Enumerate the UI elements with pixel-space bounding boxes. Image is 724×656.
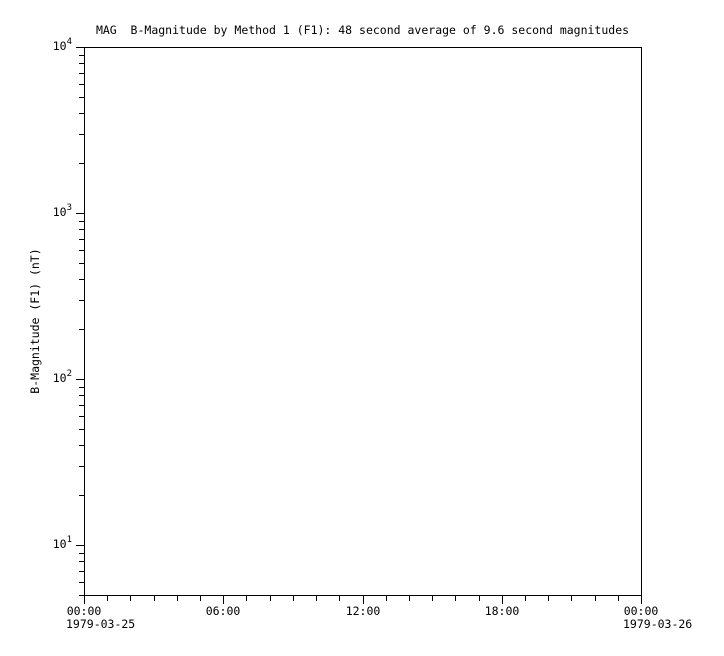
x-tick-date-label: 1979-03-25 bbox=[66, 617, 136, 631]
y-tick-label-base: 10 bbox=[52, 205, 67, 219]
x-minor-tick bbox=[177, 596, 178, 601]
y-tick-label: 101 bbox=[32, 536, 72, 553]
y-minor-tick bbox=[79, 239, 84, 240]
y-minor-tick bbox=[79, 416, 84, 417]
x-minor-tick bbox=[455, 596, 456, 601]
y-minor-tick bbox=[79, 582, 84, 583]
x-major-tick bbox=[223, 596, 224, 604]
y-major-tick bbox=[76, 545, 84, 546]
x-minor-tick bbox=[386, 596, 387, 601]
y-major-tick bbox=[76, 379, 84, 380]
y-major-tick bbox=[76, 47, 84, 48]
x-tick-date-label: 1979-03-26 bbox=[623, 617, 693, 631]
y-minor-tick bbox=[79, 263, 84, 264]
x-minor-tick bbox=[339, 596, 340, 601]
y-minor-tick bbox=[79, 134, 84, 135]
y-minor-tick bbox=[79, 55, 84, 56]
y-minor-tick bbox=[79, 250, 84, 251]
y-tick-label: 103 bbox=[32, 204, 72, 221]
x-minor-tick bbox=[409, 596, 410, 601]
y-tick-label: 102 bbox=[32, 370, 72, 387]
y-tick-label-exponent: 4 bbox=[66, 37, 72, 48]
plot-area bbox=[84, 47, 642, 596]
y-major-tick bbox=[76, 213, 84, 214]
y-minor-tick bbox=[79, 221, 84, 222]
y-minor-tick bbox=[79, 163, 84, 164]
x-minor-tick bbox=[130, 596, 131, 601]
x-minor-tick bbox=[618, 596, 619, 601]
y-minor-tick bbox=[79, 395, 84, 396]
x-minor-tick bbox=[246, 596, 247, 601]
chart-title: MAG B-Magnitude by Method 1 (F1): 48 sec… bbox=[95, 23, 630, 37]
x-tick-label: 18:00 bbox=[484, 604, 520, 618]
y-minor-tick bbox=[79, 466, 84, 467]
x-major-tick bbox=[641, 596, 642, 604]
y-tick-label-base: 10 bbox=[52, 39, 67, 53]
x-minor-tick bbox=[525, 596, 526, 601]
x-minor-tick bbox=[200, 596, 201, 601]
x-minor-tick bbox=[270, 596, 271, 601]
x-tick-label: 00:00 bbox=[66, 604, 102, 618]
x-minor-tick bbox=[293, 596, 294, 601]
x-major-tick bbox=[363, 596, 364, 604]
y-minor-tick bbox=[79, 329, 84, 330]
x-minor-tick bbox=[548, 596, 549, 601]
y-minor-tick bbox=[79, 445, 84, 446]
y-minor-tick bbox=[79, 561, 84, 562]
y-minor-tick bbox=[79, 63, 84, 64]
x-tick-label: 06:00 bbox=[205, 604, 241, 618]
y-tick-label: 104 bbox=[32, 38, 72, 55]
y-minor-tick bbox=[79, 113, 84, 114]
y-minor-tick bbox=[79, 571, 84, 572]
x-minor-tick bbox=[107, 596, 108, 601]
y-tick-label-exponent: 3 bbox=[66, 203, 72, 214]
y-minor-tick bbox=[79, 429, 84, 430]
x-tick-label: 12:00 bbox=[345, 604, 381, 618]
y-tick-label-exponent: 2 bbox=[66, 369, 72, 380]
y-minor-tick bbox=[79, 595, 84, 596]
y-tick-label-exponent: 1 bbox=[66, 535, 72, 546]
x-minor-tick bbox=[432, 596, 433, 601]
x-minor-tick bbox=[595, 596, 596, 601]
x-minor-tick bbox=[316, 596, 317, 601]
y-tick-label-base: 10 bbox=[52, 537, 67, 551]
y-minor-tick bbox=[79, 387, 84, 388]
x-minor-tick bbox=[154, 596, 155, 601]
y-minor-tick bbox=[79, 84, 84, 85]
y-minor-tick bbox=[79, 300, 84, 301]
y-minor-tick bbox=[79, 405, 84, 406]
y-tick-label-base: 10 bbox=[52, 371, 67, 385]
y-minor-tick bbox=[79, 97, 84, 98]
x-major-tick bbox=[84, 596, 85, 604]
y-minor-tick bbox=[79, 229, 84, 230]
y-minor-tick bbox=[79, 279, 84, 280]
y-minor-tick bbox=[79, 73, 84, 74]
x-tick-label: 00:00 bbox=[623, 604, 659, 618]
x-minor-tick bbox=[571, 596, 572, 601]
x-major-tick bbox=[502, 596, 503, 604]
y-minor-tick bbox=[79, 553, 84, 554]
y-minor-tick bbox=[79, 495, 84, 496]
x-minor-tick bbox=[479, 596, 480, 601]
